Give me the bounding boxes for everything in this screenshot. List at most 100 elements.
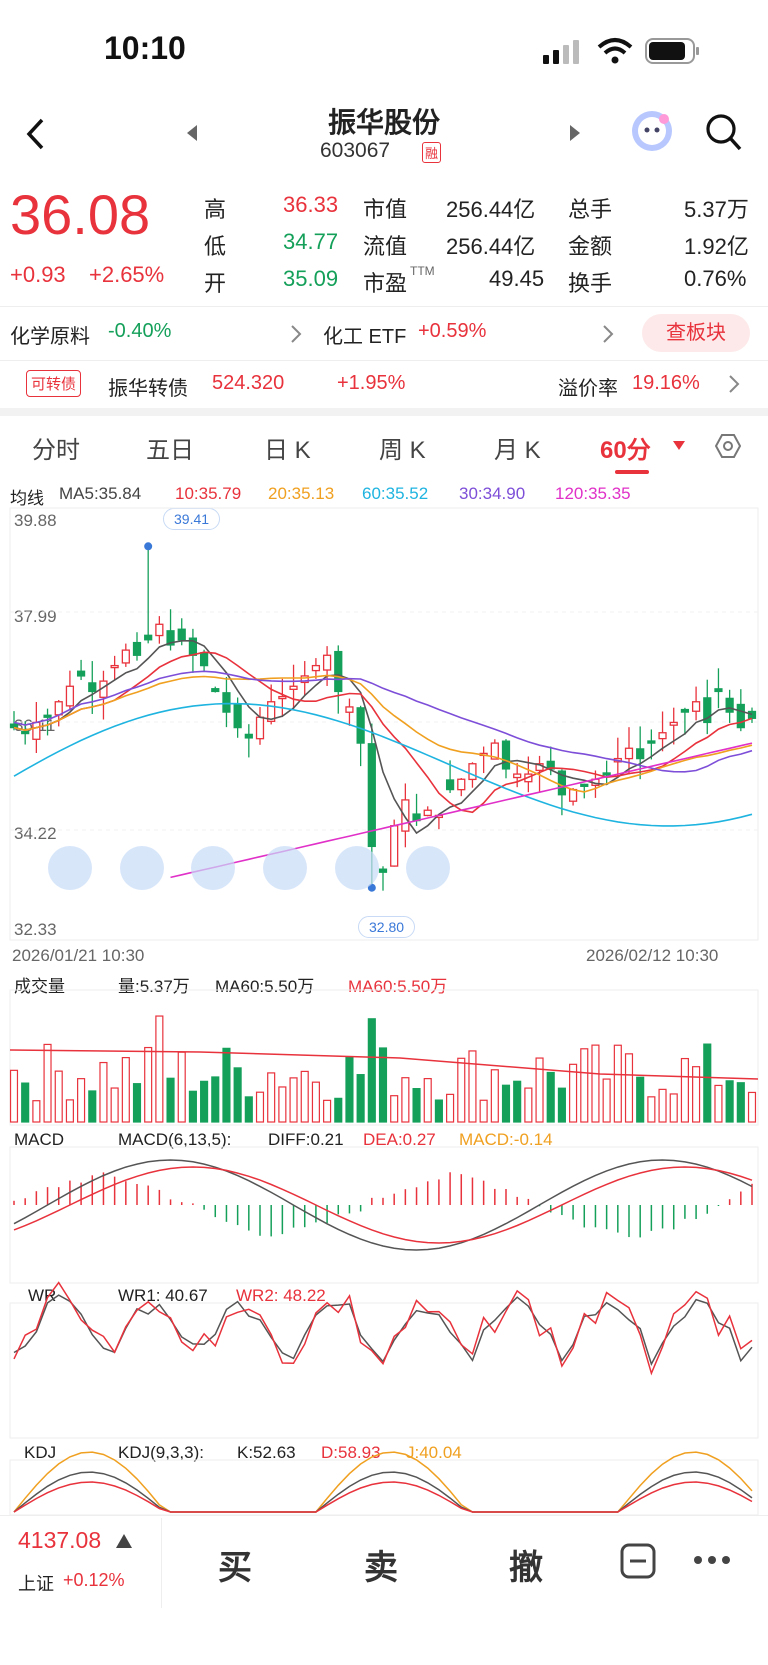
volume-bar — [155, 1015, 164, 1123]
volume-bar — [166, 1077, 175, 1123]
volume-bar — [692, 1066, 701, 1123]
caret-down-icon[interactable] — [672, 440, 686, 452]
low-label: 低 — [204, 234, 227, 259]
minimize-icon[interactable] — [620, 1543, 656, 1579]
candle-body — [602, 772, 611, 776]
chart-control-button — [406, 846, 450, 890]
volume-bar — [378, 1047, 388, 1123]
candle-body — [21, 730, 30, 735]
turnover-value: 0.76% — [684, 266, 747, 291]
candle-body — [76, 670, 86, 677]
next-stock-icon[interactable] — [568, 123, 582, 143]
high-value: 36.33 — [283, 192, 339, 217]
macd-macd: MACD:-0.14 — [459, 1130, 553, 1149]
search-icon[interactable] — [705, 113, 743, 153]
assistant-icon[interactable] — [630, 109, 674, 153]
candle-body — [43, 714, 52, 718]
tab-weekly-k[interactable]: 周 K — [379, 437, 426, 464]
candle-body — [311, 664, 321, 672]
candle-body — [267, 701, 276, 722]
candle-body — [725, 697, 734, 713]
volume-bar — [367, 1018, 376, 1123]
view-sector-button[interactable]: 查板块 — [642, 314, 750, 352]
index-name: 上证 — [18, 1574, 54, 1594]
tab-60min[interactable]: 60分 — [600, 437, 651, 464]
buy-button[interactable]: 买 — [218, 1549, 252, 1587]
mktcap-value: 256.44亿 — [446, 197, 536, 222]
volume-bar — [32, 1100, 41, 1123]
sector-2-name[interactable]: 化工 ETF — [323, 326, 407, 348]
open-value: 35.09 — [283, 266, 339, 291]
candle-body — [378, 868, 388, 873]
dea-line — [13, 1166, 753, 1244]
kdj-j: J:40.04 — [406, 1443, 462, 1462]
y-axis-top: 39.88 — [14, 511, 57, 530]
more-icon[interactable] — [692, 1552, 732, 1568]
candle-body — [144, 634, 153, 641]
volume-title[interactable]: 成交量 — [14, 977, 65, 996]
tab-intraday[interactable]: 分时 — [32, 437, 80, 464]
volume-bar — [714, 1084, 723, 1123]
y-axis-4: 34.22 — [14, 824, 57, 843]
kdj-line — [13, 1451, 753, 1513]
volume-bar — [669, 1093, 678, 1123]
index-value[interactable]: 4137.08 — [18, 1527, 102, 1553]
wr-title[interactable]: WR — [28, 1286, 57, 1305]
candle-body — [423, 809, 432, 817]
volume-bar — [244, 1096, 253, 1123]
kdj-title[interactable]: KDJ — [24, 1443, 57, 1462]
ma10-value: 10:35.79 — [175, 484, 242, 503]
candle-body — [513, 773, 522, 779]
stock-header: 振华股份 603067 融 — [0, 95, 768, 175]
volume-bar — [658, 1088, 667, 1123]
tab-daily-k[interactable]: 日 K — [264, 437, 311, 464]
volume-bar — [200, 1080, 209, 1123]
sector-1-pct: -0.40% — [108, 320, 172, 342]
ma30-line — [13, 670, 753, 773]
volume-bar — [222, 1047, 231, 1123]
volume-bar — [468, 1050, 477, 1123]
stock-chart[interactable] — [0, 0, 768, 1515]
tab-monthly-k[interactable]: 月 K — [494, 437, 541, 464]
candle-body — [32, 721, 41, 740]
volume-bar — [569, 1063, 578, 1123]
candle-body — [747, 710, 757, 719]
back-icon[interactable] — [24, 117, 46, 151]
macd-title[interactable]: MACD — [14, 1130, 65, 1149]
candle-body — [557, 770, 567, 796]
macd-params: MACD(6,13,5): — [118, 1130, 232, 1149]
volume-bar — [412, 1088, 421, 1123]
candle-body — [390, 825, 399, 867]
candle-body — [121, 649, 130, 664]
chevron-right-icon[interactable] — [290, 324, 302, 344]
candle-body — [457, 778, 466, 791]
volume-label: 总手 — [568, 197, 613, 222]
cancel-order-button[interactable]: 撤 — [509, 1549, 543, 1587]
bond-pct: +1.95% — [337, 372, 406, 394]
pe-ttm-sup: TTM — [410, 264, 435, 278]
chevron-right-icon[interactable] — [602, 324, 614, 344]
prev-stock-icon[interactable] — [185, 123, 199, 143]
status-bar: 10:10 — [0, 0, 768, 100]
candle-body — [244, 733, 253, 739]
panel-frame — [9, 1459, 759, 1515]
candle-body — [278, 695, 287, 700]
ma120-value: 120:35.35 — [555, 484, 631, 503]
sell-button[interactable]: 卖 — [364, 1549, 398, 1587]
candle-body — [714, 688, 723, 693]
volume-bar — [300, 1070, 309, 1123]
sector-1-name[interactable]: 化学原料 — [10, 326, 90, 348]
volume-bar — [177, 1051, 186, 1123]
volume-bar — [356, 1074, 365, 1123]
margin-badge: 融 — [422, 142, 442, 163]
bottom-trade-bar — [0, 1515, 768, 1665]
volume-bar — [680, 1057, 689, 1123]
candle-body — [647, 740, 656, 744]
pe-label: 市盈 — [363, 271, 408, 296]
volume-bar — [233, 1067, 242, 1123]
chevron-right-icon[interactable] — [728, 374, 740, 394]
tab-five-day[interactable]: 五日 — [146, 437, 194, 464]
settings-icon[interactable] — [715, 433, 741, 459]
bond-name[interactable]: 振华转债 — [108, 378, 188, 400]
volume-bar — [401, 1077, 410, 1123]
